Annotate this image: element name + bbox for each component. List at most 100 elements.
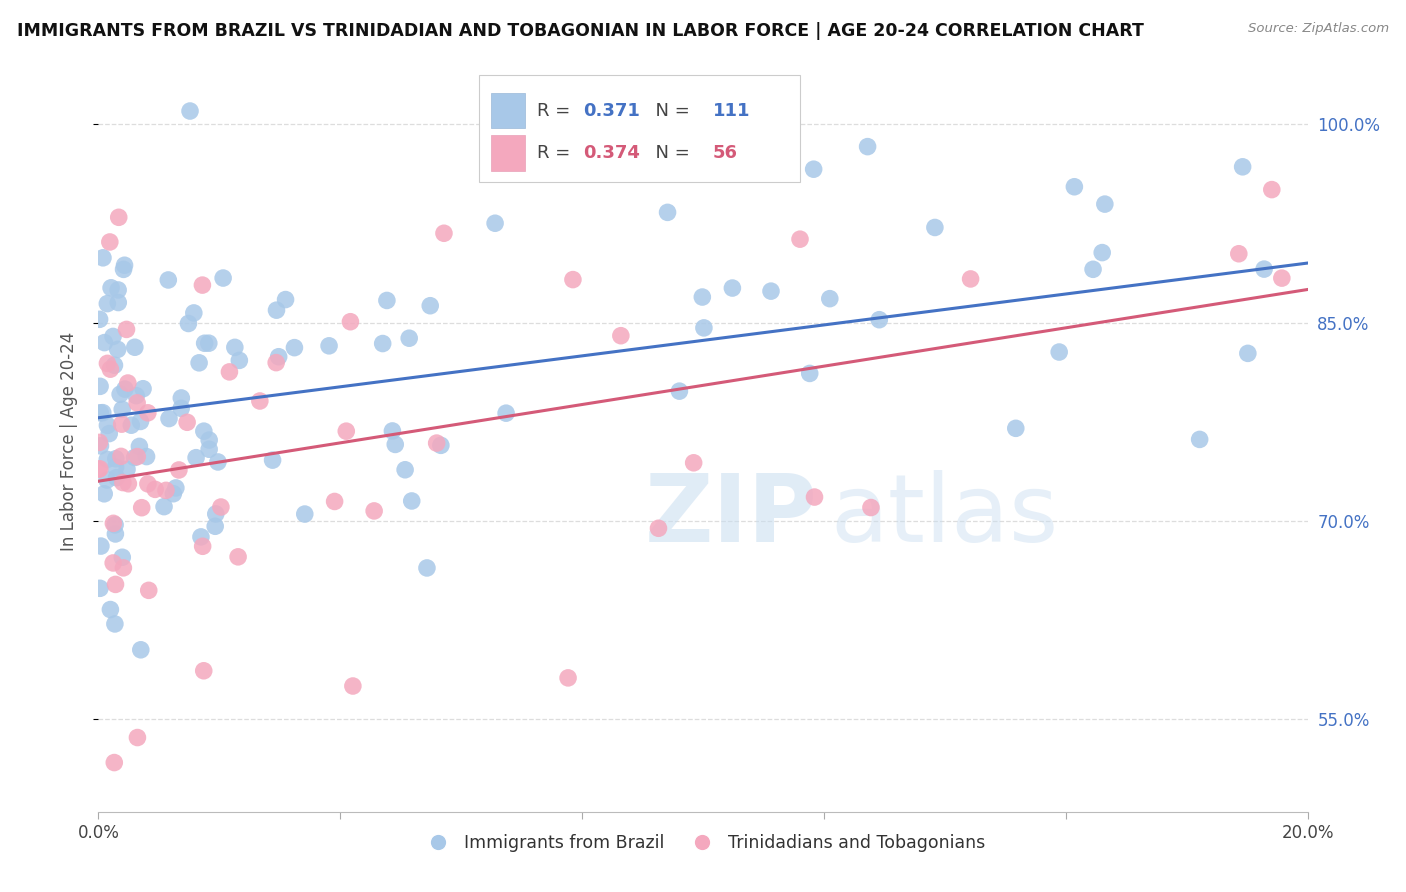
Point — [96, 296, 118, 310]
Point — [184, 450, 207, 465]
Point — [157, 411, 180, 425]
Point — [89, 379, 111, 393]
Point — [228, 353, 250, 368]
Point — [209, 500, 232, 514]
Point — [198, 336, 221, 351]
Point — [262, 453, 284, 467]
Point — [176, 415, 198, 429]
Point — [117, 476, 139, 491]
Point — [381, 424, 404, 438]
Point — [96, 356, 118, 370]
Point — [610, 328, 633, 343]
Point — [107, 283, 129, 297]
Point — [115, 462, 138, 476]
Point — [112, 262, 135, 277]
Point — [89, 312, 111, 326]
Point — [129, 642, 152, 657]
Point — [416, 561, 439, 575]
Point — [112, 561, 135, 575]
Point — [96, 473, 118, 487]
Point — [114, 382, 136, 396]
Point — [198, 442, 221, 457]
Point — [125, 389, 148, 403]
Point — [495, 406, 517, 420]
Point — [110, 450, 132, 464]
Point — [249, 394, 271, 409]
Point — [138, 583, 160, 598]
Point — [682, 456, 704, 470]
Text: N =: N = — [644, 102, 695, 120]
Point — [1047, 345, 1070, 359]
Point — [224, 340, 246, 354]
Point — [1237, 346, 1260, 360]
Point — [170, 391, 193, 405]
Y-axis label: In Labor Force | Age 20-24: In Labor Force | Age 20-24 — [59, 332, 77, 551]
Point — [87, 462, 110, 476]
Point — [128, 439, 150, 453]
Point — [191, 539, 214, 553]
Point — [924, 220, 946, 235]
Point — [127, 731, 149, 745]
Point — [1227, 246, 1250, 260]
Point — [157, 273, 180, 287]
Point — [183, 306, 205, 320]
Point — [668, 384, 690, 399]
Point — [394, 463, 416, 477]
Point — [131, 500, 153, 515]
Point — [342, 679, 364, 693]
Point — [1253, 262, 1275, 277]
Point — [188, 356, 211, 370]
Point — [647, 521, 669, 535]
Text: R =: R = — [537, 144, 576, 161]
Point — [104, 527, 127, 541]
Point — [194, 336, 217, 351]
Point — [167, 463, 190, 477]
Point — [193, 664, 215, 678]
Point — [93, 335, 115, 350]
Point — [132, 382, 155, 396]
Point — [89, 439, 111, 453]
Point — [100, 362, 122, 376]
Point — [135, 450, 157, 464]
Point — [136, 406, 159, 420]
Point — [115, 322, 138, 336]
Point — [104, 616, 127, 631]
Point — [111, 475, 134, 490]
Point — [204, 519, 226, 533]
Point — [104, 460, 127, 475]
Point — [177, 317, 200, 331]
Point — [124, 340, 146, 354]
Point — [117, 376, 139, 390]
Point — [114, 258, 136, 272]
Point — [93, 487, 115, 501]
Point — [104, 451, 127, 466]
Text: ZIP: ZIP — [645, 469, 818, 562]
Point — [212, 271, 235, 285]
Point — [91, 251, 114, 265]
Point — [426, 436, 449, 450]
Point — [868, 312, 890, 326]
Point — [267, 350, 290, 364]
Point — [193, 424, 215, 438]
Point — [153, 500, 176, 514]
Point — [484, 216, 506, 230]
Point — [759, 284, 782, 298]
Text: Source: ZipAtlas.com: Source: ZipAtlas.com — [1249, 22, 1389, 36]
Point — [657, 205, 679, 219]
Point — [179, 103, 201, 118]
Point — [363, 504, 385, 518]
Point — [318, 339, 340, 353]
Point — [162, 487, 184, 501]
Point — [561, 272, 583, 286]
Point — [274, 293, 297, 307]
Point — [803, 490, 825, 504]
Point — [398, 331, 420, 345]
Point — [107, 343, 129, 357]
Point — [384, 437, 406, 451]
Point — [136, 476, 159, 491]
Text: N =: N = — [644, 144, 695, 161]
Point — [111, 402, 134, 417]
Text: IMMIGRANTS FROM BRAZIL VS TRINIDADIAN AND TOBAGONIAN IN LABOR FORCE | AGE 20-24 : IMMIGRANTS FROM BRAZIL VS TRINIDADIAN AN… — [17, 22, 1143, 40]
Point — [752, 103, 775, 118]
Point — [98, 426, 121, 441]
